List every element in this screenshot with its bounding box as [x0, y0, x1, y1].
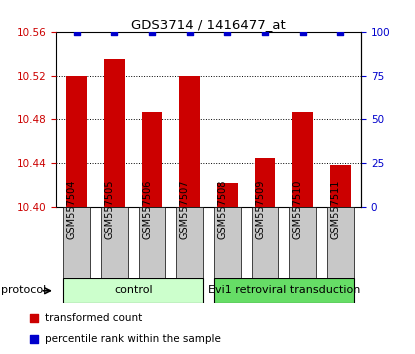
Text: GSM557509: GSM557509	[255, 179, 265, 239]
Bar	[101, 207, 128, 278]
Point	[262, 29, 269, 35]
Point	[73, 29, 80, 35]
Bar	[179, 76, 200, 207]
Bar	[63, 207, 90, 278]
Text: GSM557510: GSM557510	[293, 179, 303, 239]
Bar	[289, 207, 316, 278]
Title: GDS3714 / 1416477_at: GDS3714 / 1416477_at	[131, 18, 286, 31]
Bar	[139, 207, 166, 278]
Bar	[251, 207, 278, 278]
Bar	[176, 207, 203, 278]
Text: GSM557511: GSM557511	[330, 179, 340, 239]
Bar	[214, 278, 354, 303]
Bar	[217, 183, 238, 207]
Text: transformed count: transformed count	[45, 313, 142, 323]
Bar	[255, 158, 276, 207]
Bar	[63, 278, 203, 303]
Bar	[214, 207, 241, 278]
Point	[224, 29, 231, 35]
Point	[186, 29, 193, 35]
Point	[299, 29, 306, 35]
Point	[149, 29, 155, 35]
Bar	[66, 76, 87, 207]
Text: GSM557505: GSM557505	[105, 179, 115, 239]
Text: GSM557508: GSM557508	[217, 179, 227, 239]
Bar	[330, 165, 351, 207]
Point	[31, 315, 37, 321]
Text: percentile rank within the sample: percentile rank within the sample	[45, 334, 221, 344]
Point	[111, 29, 118, 35]
Bar	[104, 59, 125, 207]
Text: control: control	[114, 285, 153, 295]
Bar	[142, 112, 162, 207]
Text: protocol: protocol	[1, 285, 46, 295]
Point	[337, 29, 344, 35]
Bar	[327, 207, 354, 278]
Text: Evi1 retroviral transduction: Evi1 retroviral transduction	[208, 285, 360, 295]
Bar	[292, 112, 313, 207]
Text: GSM557504: GSM557504	[67, 179, 77, 239]
Point	[31, 336, 37, 342]
Text: GSM557506: GSM557506	[142, 179, 152, 239]
Text: GSM557507: GSM557507	[180, 179, 190, 239]
